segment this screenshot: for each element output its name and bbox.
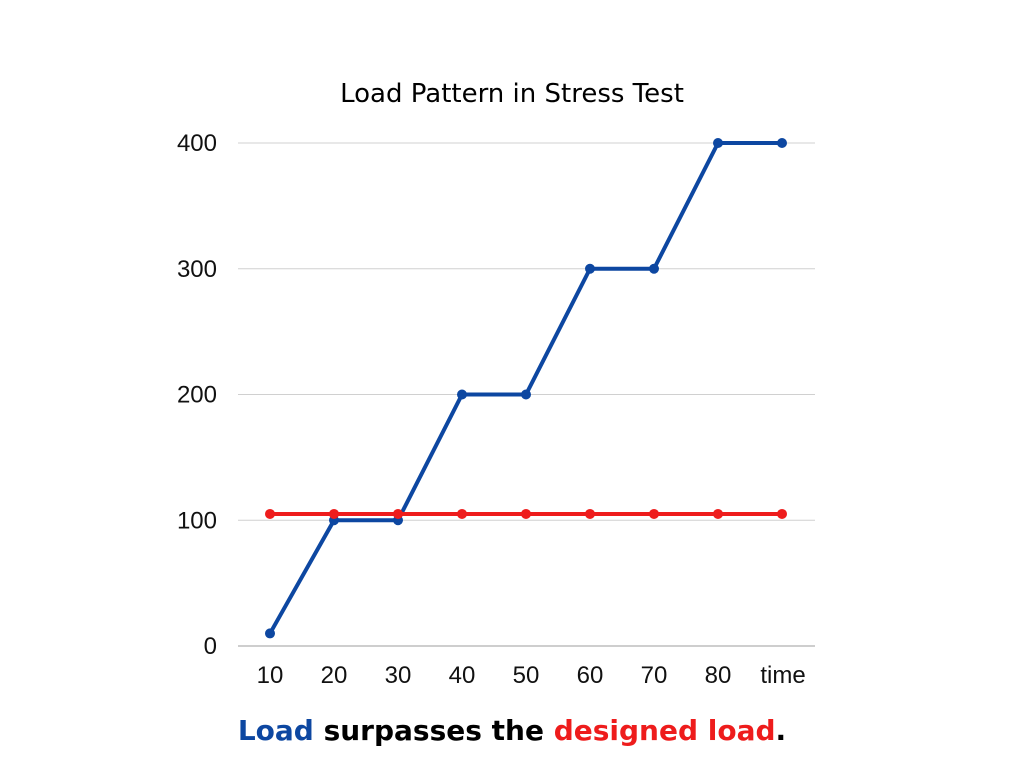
data-point	[265, 508, 275, 519]
data-point	[713, 138, 723, 148]
caption-load: Load	[237, 714, 314, 747]
series-line	[268, 141, 784, 636]
data-point	[329, 508, 339, 519]
x-tick-label: 70	[641, 662, 668, 689]
y-tick-label: 0	[204, 633, 217, 660]
data-point	[265, 628, 275, 639]
x-tick-label: 60	[577, 662, 604, 689]
y-tick-label: 100	[177, 507, 217, 534]
y-axis-ticks: 0 100 200 300 400	[177, 130, 217, 660]
caption-period: .	[775, 714, 787, 747]
data-point	[457, 389, 467, 400]
data-point	[713, 508, 723, 519]
x-tick-label: 30	[385, 662, 412, 689]
y-tick-label: 400	[177, 130, 217, 157]
x-tick-label: 20	[321, 662, 348, 689]
caption-middle: surpasses the	[313, 714, 554, 747]
caption-designed-load: designed load	[553, 714, 776, 747]
x-tick-label: 50	[513, 662, 540, 689]
x-tick-label: 40	[449, 662, 476, 689]
x-axis-ticks: 10 20 30 40 50 60 70 80 time	[257, 662, 806, 689]
data-point	[393, 508, 403, 519]
chart-caption: Load surpasses the designed load.	[0, 714, 1024, 747]
x-tick-label: 80	[705, 662, 732, 689]
x-tick-label: time	[760, 662, 805, 689]
series-lines	[265, 138, 787, 639]
chart-title: Load Pattern in Stress Test	[340, 79, 684, 109]
data-point	[649, 508, 659, 519]
data-point	[585, 263, 595, 274]
y-tick-label: 300	[177, 256, 217, 283]
data-point	[777, 508, 787, 519]
x-tick-label: 10	[257, 662, 284, 689]
gridlines	[238, 142, 815, 521]
y-tick-label: 200	[177, 382, 217, 409]
data-point	[777, 138, 787, 148]
data-point	[585, 508, 595, 519]
data-point	[457, 508, 467, 519]
data-point	[649, 263, 659, 274]
data-point	[521, 508, 531, 519]
data-point	[521, 389, 531, 400]
